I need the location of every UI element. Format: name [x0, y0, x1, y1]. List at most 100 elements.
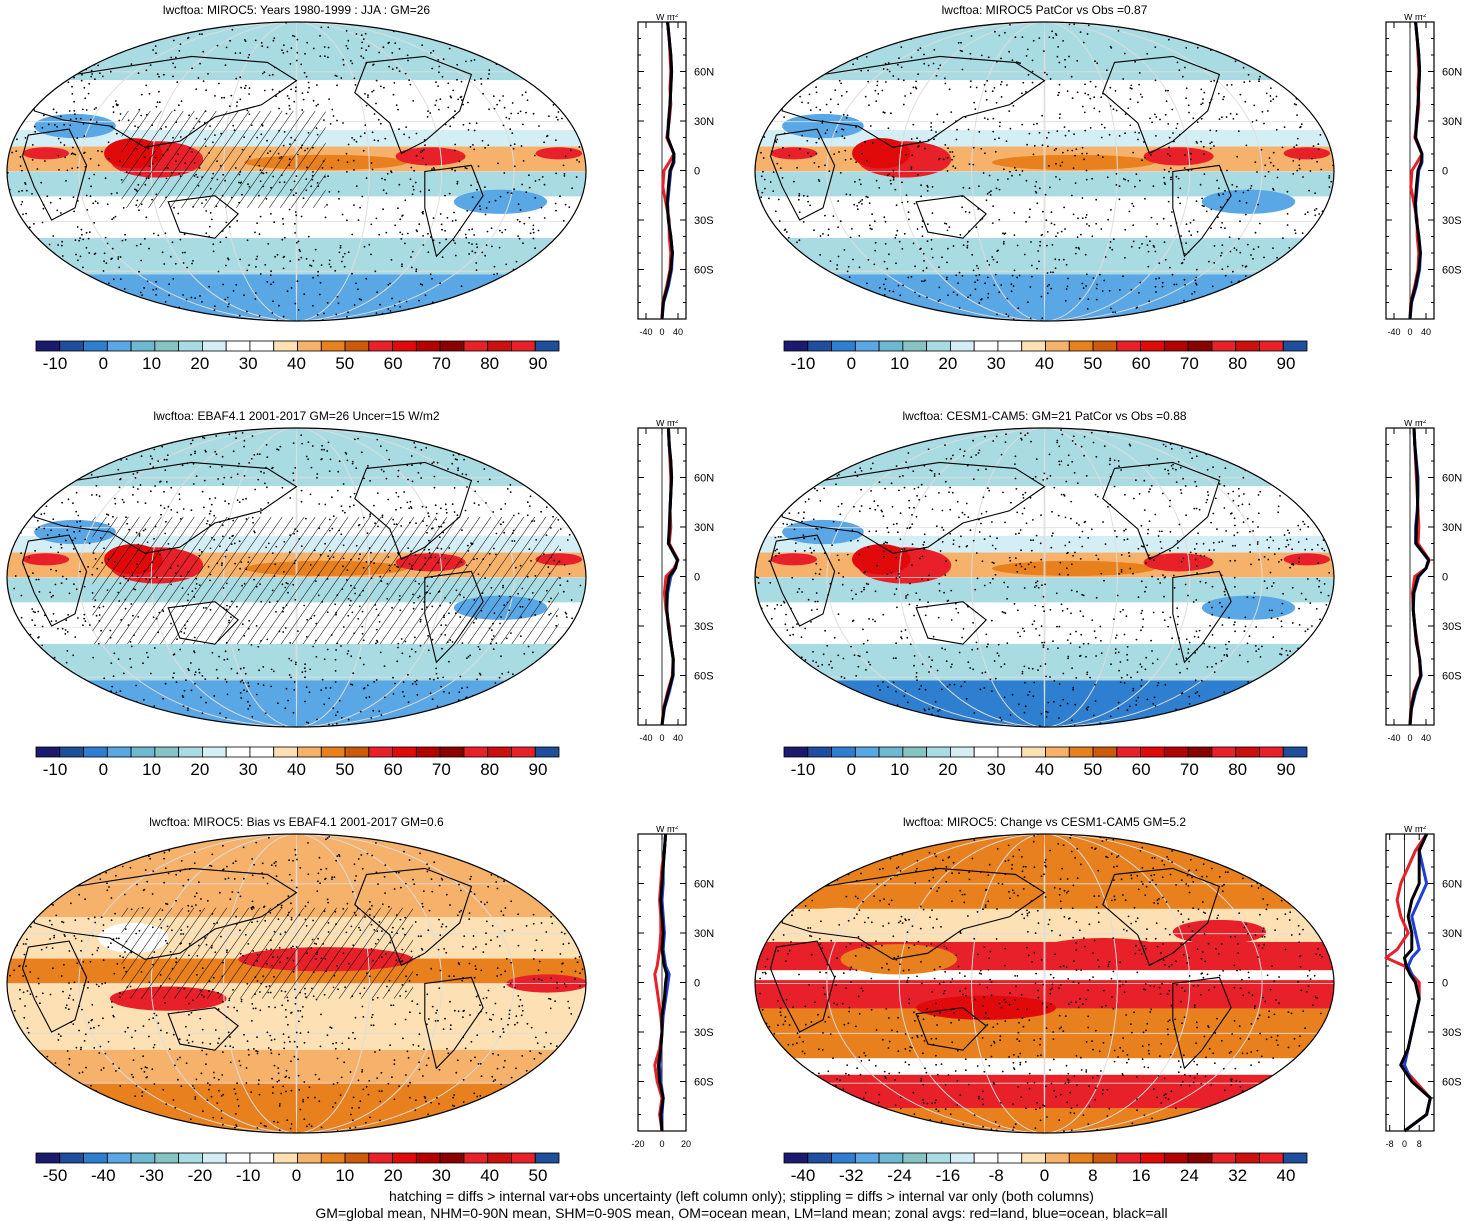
colorbar-tick-label: 80 [1228, 354, 1248, 373]
lat-tick-label: 30N [1442, 928, 1462, 940]
graticule-lon [78, 22, 515, 321]
colorbar [35, 340, 560, 352]
colorbar-swatch [807, 746, 832, 758]
field-blob [1143, 147, 1214, 166]
colorbar-tick-label: -20 [187, 1166, 213, 1185]
coastline [1102, 461, 1221, 561]
colorbar [783, 746, 1308, 758]
x-tick-label: 40 [673, 327, 683, 337]
colorbar-swatch [1259, 746, 1284, 758]
field-blob [770, 553, 818, 566]
colorbar-swatch [154, 746, 180, 758]
colorbar-swatch [59, 1152, 84, 1164]
coastline [424, 976, 484, 1070]
colorbar-swatch [487, 340, 512, 352]
colorbar-swatch [59, 746, 84, 758]
colorbar-swatch [1021, 746, 1046, 758]
coastline [769, 534, 836, 627]
hatching [92, 516, 559, 645]
colorbar-tick-label: 70 [431, 760, 451, 779]
graticule-lon [78, 834, 515, 1133]
colorbar-swatch [130, 1152, 156, 1164]
field-blob [1283, 147, 1331, 160]
colorbar-tick-label: 32 [1228, 1166, 1248, 1185]
field-blob [782, 519, 864, 545]
field-band [7, 237, 586, 275]
colorbar-tick-label: 30 [238, 354, 258, 373]
field-blob [22, 553, 70, 566]
colorbar-tick-label: 10 [890, 354, 910, 373]
colorbar-swatch [1282, 1152, 1308, 1164]
lat-tick-label: 30N [1442, 116, 1462, 128]
coastline [21, 128, 88, 221]
colorbar-swatch [202, 746, 227, 758]
colorbar-swatch [106, 1152, 132, 1164]
colorbar-swatch [854, 746, 880, 758]
zonal-all-line [1408, 427, 1431, 726]
colorbar-swatch [178, 1152, 203, 1164]
colorbar-tick-label: 50 [1083, 760, 1103, 779]
field-blob [1032, 938, 1173, 969]
colorbar-tick-label: -40 [790, 1166, 816, 1185]
colorbar-tick-label: 60 [1131, 354, 1151, 373]
colorbar-swatch [831, 340, 856, 352]
field-band [7, 274, 586, 321]
colorbar-tick-label: 50 [335, 760, 355, 779]
x-tick-label: 40 [1421, 733, 1431, 743]
colorbar-tick-label: 20 [938, 760, 958, 779]
colorbar-swatch [878, 746, 904, 758]
colorbar-swatch [1021, 340, 1046, 352]
colorbar-swatch [297, 1152, 322, 1164]
field-band [755, 1058, 1334, 1075]
colorbar-tick-label: 40 [287, 760, 306, 779]
colorbar-swatch [1259, 1152, 1284, 1164]
colorbar-tick-label: 8 [1088, 1166, 1098, 1185]
colorbar-swatch [1140, 1152, 1165, 1164]
x-tick-label: 0 [659, 327, 664, 337]
x-tick-label: 0 [1402, 1139, 1407, 1149]
colorbar-swatch [973, 746, 999, 758]
graticule-lon [1043, 834, 1046, 1133]
x-tick-label: 20 [681, 1139, 691, 1149]
map-plot [6, 427, 587, 728]
colorbar-tick-label: -40 [91, 1166, 116, 1185]
panel-title: lwcftoa: CESM1-CAM5: GM=21 PatCor vs Obs… [902, 409, 1187, 423]
colorbar-swatch [463, 746, 489, 758]
zonal-unit-sup: -2 [673, 420, 679, 425]
colorbar-swatch [926, 746, 951, 758]
map-outline [6, 833, 587, 1134]
colorbar-swatch [950, 340, 975, 352]
colorbar-tick-label: -10 [42, 760, 68, 779]
colorbar-tick-label: 50 [528, 1166, 548, 1185]
graticule-lon [826, 428, 1263, 727]
zonal-land-line [1384, 833, 1432, 1133]
zonal-unit-label: W m [1404, 14, 1423, 22]
zonal-mean-plot: W m-2 60N 30N 0 30S 60S -40 0 40 [1385, 420, 1462, 743]
colorbar-swatch [1187, 746, 1213, 758]
coastline [1172, 976, 1232, 1070]
colorbar-swatch [392, 340, 417, 352]
coastline [781, 55, 1046, 148]
lat-tick-label: 30S [1442, 621, 1462, 633]
lat-tick-label: 0 [1442, 978, 1448, 990]
zonal-unit-label: W m [1404, 420, 1423, 428]
field-blob [770, 147, 818, 160]
field-band [755, 237, 1334, 275]
colorbar-swatch [368, 746, 393, 758]
colorbar-swatch [130, 340, 156, 352]
colorbar-tick-label: 70 [1179, 354, 1199, 373]
zonal-all-line [656, 833, 669, 1132]
colorbar-swatch [392, 1152, 417, 1164]
map-panel-4: lwcftoa: CESM1-CAM5: GM=21 PatCor vs Obs… [748, 406, 1483, 806]
colorbar-swatch [1045, 746, 1070, 758]
colorbar-swatch [807, 340, 832, 352]
colorbar-tick-label: -10 [235, 1166, 261, 1185]
colorbar-swatch [225, 746, 251, 758]
colorbar-tick-label: 40 [1276, 1166, 1296, 1185]
field-blob [840, 944, 958, 975]
lat-tick-label: 60S [694, 1077, 714, 1089]
colorbar-swatch [1235, 1152, 1260, 1164]
colorbar-swatch [534, 340, 560, 352]
x-tick-label: 8 [1417, 1139, 1422, 1149]
graticule-lon [898, 22, 1191, 321]
